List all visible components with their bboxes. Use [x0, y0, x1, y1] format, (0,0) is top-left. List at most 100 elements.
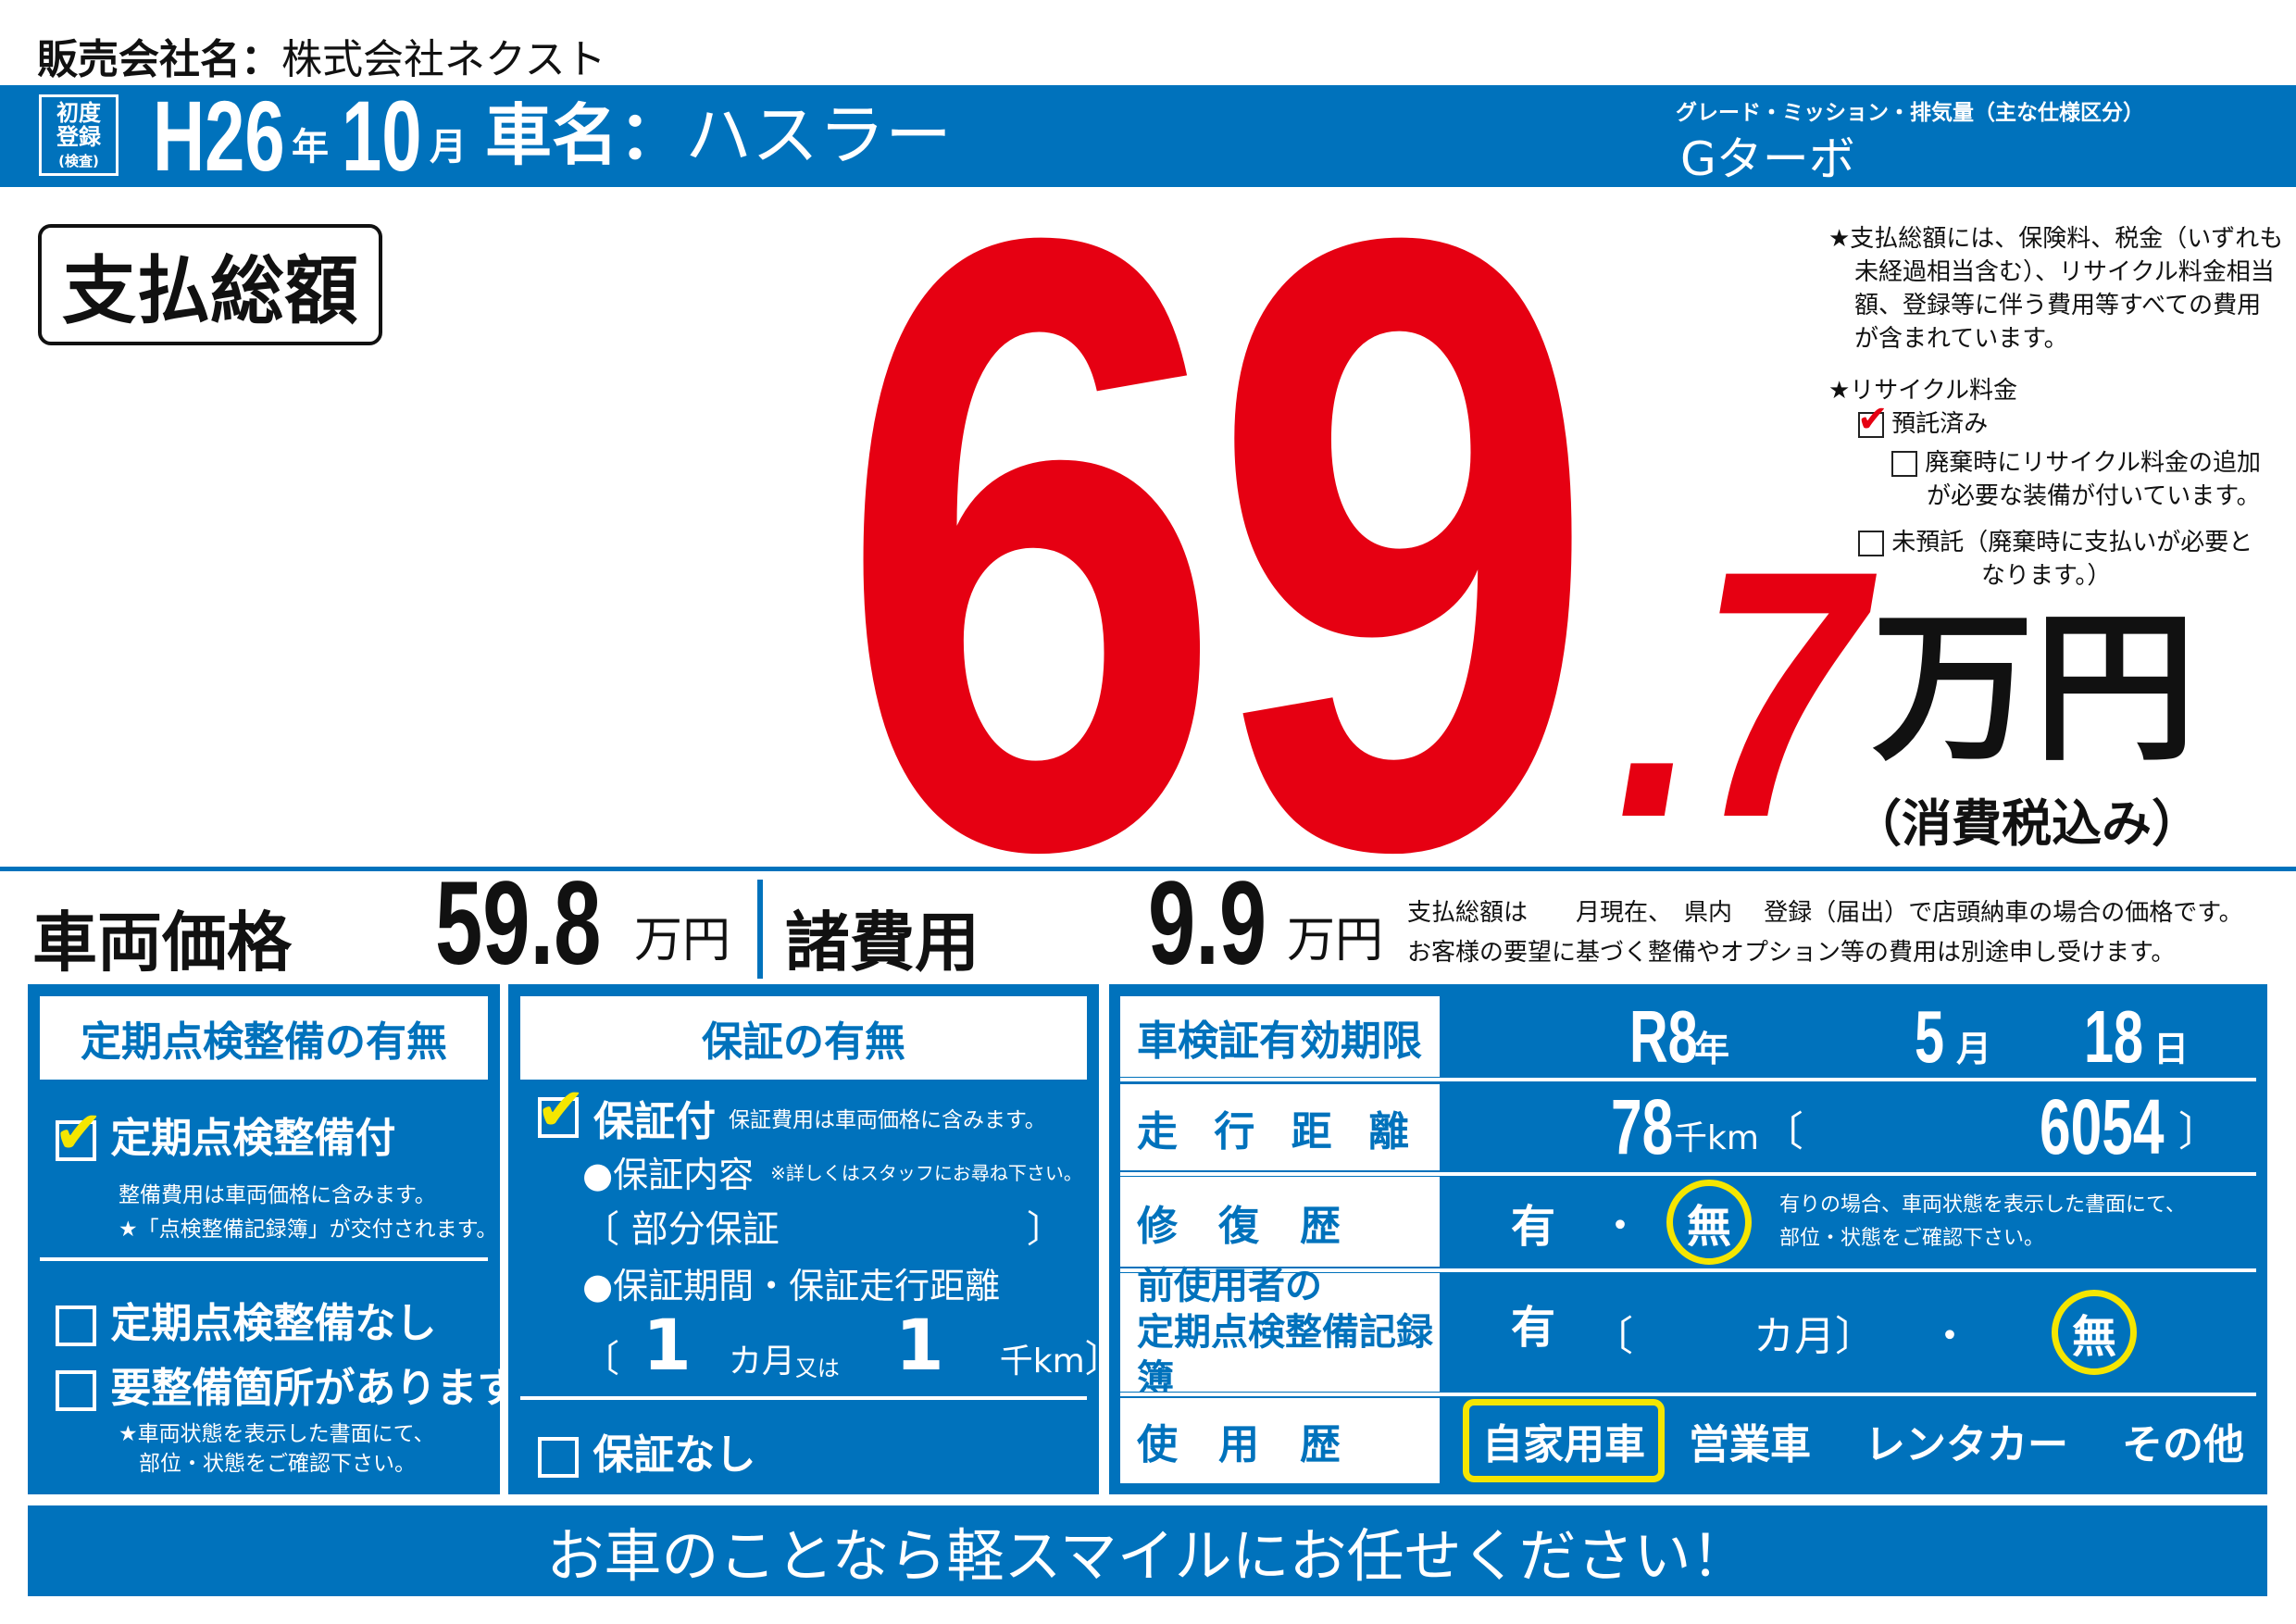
checkbox[interactable]: [538, 1437, 579, 1478]
separator: [1120, 1393, 2256, 1396]
dot: ・: [1931, 1315, 1969, 1357]
inspection-note: 整備費用は車両価格に含みます。: [119, 1183, 436, 1207]
year-unit: 年: [1694, 1029, 1730, 1069]
option-label: 預託済み: [1891, 410, 1989, 438]
checkbox[interactable]: [1891, 450, 1917, 477]
inspection-no-option[interactable]: 定期点検整備なし: [56, 1290, 436, 1349]
note-line: が含まれています。: [1854, 325, 2068, 353]
inspection-note: ★車両状態を表示した書面にて、: [119, 1422, 435, 1446]
shaken-month: 5: [1915, 994, 1945, 1078]
total-unit: 万円: [1872, 595, 2196, 783]
option-label: なります。）: [1981, 562, 2112, 590]
mileage-value: 78 千km 〔 6054 〕: [1454, 1083, 2256, 1170]
option-label: 未預託（廃棄時に支払いが必要と: [1891, 529, 2253, 556]
bracket: 〕: [2177, 1107, 2219, 1156]
note-line: 有りの場合、車両状態を表示した書面にて、: [1779, 1193, 2186, 1217]
or-label: 又は: [794, 1355, 840, 1381]
total-label: 支払総額: [38, 224, 382, 345]
option-label: 定期点検整備付: [110, 1115, 396, 1162]
recycle-deposited[interactable]: ✔ 預託済み: [1828, 401, 2283, 441]
record-no-selected[interactable]: 無: [2052, 1290, 2138, 1375]
bracket: 〕: [1027, 1208, 1064, 1251]
separator: [1120, 1172, 2256, 1176]
mileage-thousands: 78: [1611, 1083, 1674, 1170]
content-value: 部分保証: [630, 1208, 780, 1251]
option-label: が必要な装備が付いています。: [1927, 482, 2261, 510]
month-unit: 月: [430, 126, 467, 169]
maintenance-record-value: 有 〔 カ月 〕 ・ 無: [1454, 1273, 2256, 1392]
footer-banner: お車のことなら軽スマイルにお任せください！: [28, 1505, 2267, 1596]
usage-private-selected[interactable]: 自家用車: [1463, 1399, 1665, 1482]
shaken-year: R8: [1629, 994, 1698, 1078]
km-unit: 千km: [999, 1343, 1085, 1380]
note-line: 未経過相当含む）、リサイクル料金相当: [1854, 258, 2275, 286]
option-label: 定期点検整備なし: [110, 1300, 437, 1347]
bracket: 〕: [1835, 1313, 1877, 1360]
record-yes[interactable]: 有: [1511, 1302, 1556, 1354]
bracket: 〔: [1592, 1313, 1634, 1360]
warranty-content-row: ●保証内容 ※詳しくはスタッフにお尋ね下さい。: [582, 1146, 1082, 1197]
price-divider: [757, 880, 763, 979]
warranty-yes-option[interactable]: ✔ 保証付 保証費用は車両価格に含みます。: [536, 1081, 1046, 1147]
usage-commercial[interactable]: 営業車: [1689, 1421, 1811, 1468]
recycle-not-deposited[interactable]: 未預託（廃棄時に支払いが必要と: [1828, 526, 2283, 559]
month-unit: 月: [1956, 1029, 1992, 1069]
usage-rental[interactable]: レンタカー: [1865, 1421, 2068, 1468]
repair-no-selected[interactable]: 無: [1666, 1179, 1753, 1265]
grade-value: Gターボ: [1680, 132, 1855, 186]
checkbox[interactable]: [56, 1305, 96, 1346]
total-integer: 69: [838, 58, 1597, 1031]
mileage-exact: 6054: [2039, 1083, 2165, 1170]
checkbox[interactable]: [56, 1370, 96, 1411]
usage-other[interactable]: その他: [2122, 1421, 2244, 1468]
car-name: ハスラー: [685, 96, 953, 174]
header-bar: 初度 登録 (検査) H26 年 10 月 車名： ハスラー グレード・ミッショ…: [0, 85, 2296, 187]
checkbox[interactable]: ✔: [1857, 401, 1889, 438]
repair-history-label: 修 復 歴: [1120, 1177, 1440, 1267]
vehicle-price-label: 車両価格: [32, 905, 292, 981]
checkbox[interactable]: [1858, 530, 1884, 556]
checkbox[interactable]: ✔: [536, 1081, 586, 1140]
option-label: 保証付: [593, 1098, 716, 1145]
registration-year: H26: [153, 80, 285, 192]
vehicle-price-unit: 万円: [634, 913, 731, 968]
note-line: 額、登録等に伴う費用等すべての費用: [1854, 292, 2262, 319]
dot: ・: [1602, 1204, 1640, 1247]
option-label: 保証なし: [593, 1431, 756, 1479]
separator: [1120, 1078, 2256, 1081]
shaken-day: 18: [2084, 994, 2144, 1078]
inspection-yes-option[interactable]: ✔ 定期点検整備付: [54, 1104, 396, 1164]
option-label: 要整備箇所があります: [110, 1365, 518, 1412]
inspection-panel: 定期点検整備の有無 ✔ 定期点検整備付 整備費用は車両価格に含みます。 ★「点検…: [28, 984, 518, 1494]
vehicle-price-value: 59.8: [435, 857, 602, 990]
warranty-km: 1: [894, 1304, 944, 1386]
separator: [520, 1396, 1087, 1400]
divider: [0, 867, 2296, 871]
warranty-title: 保証の有無: [520, 996, 1087, 1080]
recycle-extra[interactable]: 廃棄時にリサイクル料金の追加: [1828, 446, 2283, 480]
slogan: お車のことなら軽スマイルにお任せください！: [546, 1522, 1749, 1590]
fees-price: 9.9 万円: [1148, 865, 1383, 983]
warranty-note: 保証費用は車両価格に含みます。: [729, 1108, 1046, 1132]
inspection-note: 部位・状態をご確認下さい。: [139, 1452, 416, 1476]
bracket: 〔 部分保証: [582, 1208, 780, 1251]
warranty-months: 1: [643, 1304, 692, 1386]
months-unit: カ月: [728, 1343, 795, 1380]
price-note-2: お客様の要望に基づく整備やオプション等の費用は別途申し受けます。: [1407, 939, 2176, 967]
note-line: 部位・状態をご確認下さい。: [1779, 1226, 2045, 1250]
inspection-repair-option[interactable]: 要整備箇所があります: [56, 1355, 518, 1414]
mileage-label: 走 行 距 離: [1120, 1084, 1440, 1170]
usage-history-label: 使 用 歴: [1120, 1398, 1440, 1483]
separator: [1120, 1268, 2256, 1272]
seller-name: 株式会社ネクスト: [281, 36, 606, 83]
car-name-label: 車名：: [485, 96, 686, 174]
checkbox[interactable]: ✔: [54, 1104, 104, 1163]
repair-yes[interactable]: 有: [1511, 1200, 1556, 1253]
warranty-no-option[interactable]: 保証なし: [538, 1421, 755, 1480]
check-icon: ✔: [1857, 397, 1889, 441]
content-label: ●保証内容: [582, 1155, 755, 1195]
check-icon: ✔: [536, 1076, 586, 1144]
separator: [40, 1257, 488, 1261]
price-note-1: 支払総額は 月現在、 県内 登録（届出）で店頭納車の場合の価格です。: [1407, 899, 2243, 927]
